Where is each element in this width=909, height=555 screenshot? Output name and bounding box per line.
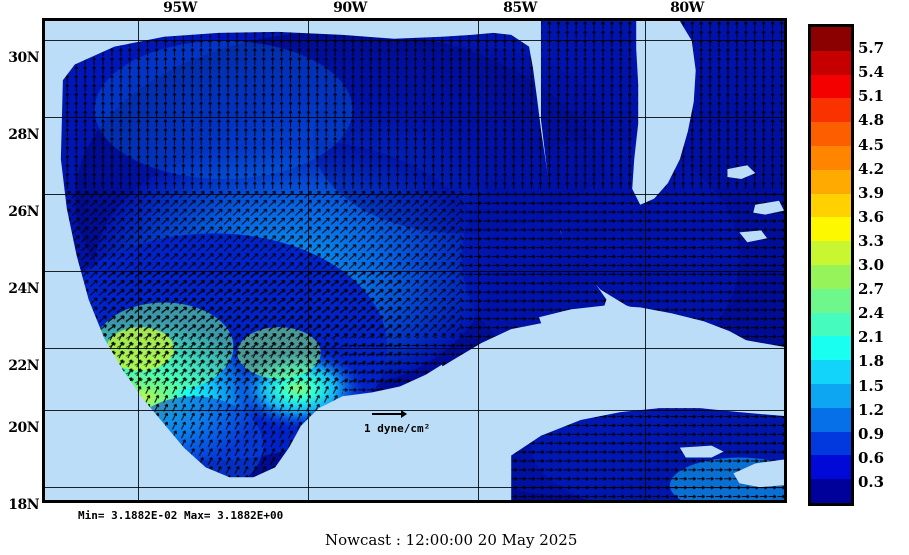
colorbar-tick-3-3: 3.3 (858, 231, 885, 250)
colorbar-band-2 (811, 74, 851, 99)
colorbar-tick-0-6: 0.6 (858, 448, 885, 467)
colorbar-band-16 (811, 407, 851, 432)
colorbar-band-3 (811, 98, 851, 123)
lat-tick-20n: 20N (8, 420, 39, 436)
lat-tick-28n: 28N (8, 127, 39, 143)
colorbar-band-7 (811, 193, 851, 218)
colorbar-tick-labels: 5.7 5.4 5.1 4.8 4.5 4.2 3.9 3.6 3.3 3.0 2.7 2.4 2.1 1… (858, 24, 909, 506)
gridline-lat-18 (45, 487, 784, 488)
colorbar-tick-4-5: 4.5 (858, 135, 885, 154)
colorbar-tick-1-8: 1.8 (858, 352, 885, 371)
nowcast-timestamp: Nowcast : 12:00:00 20 May 2025 (325, 531, 578, 549)
longitude-axis: 95W 90W 85W 80W (0, 0, 909, 18)
lon-tick-85w: 85W (503, 0, 537, 16)
colorbar-band-1 (811, 50, 851, 75)
colorbar-band-6 (811, 169, 851, 194)
lat-tick-24n: 24N (8, 281, 39, 297)
map-plot-area[interactable]: 1 dyne/cm² (42, 18, 787, 503)
colorbar-tick-2-1: 2.1 (858, 328, 885, 347)
colorbar-tick-0-9: 0.9 (858, 424, 885, 443)
lon-tick-90w: 90W (333, 0, 367, 16)
gridline-lat-26 (45, 194, 784, 195)
colorbar-tick-3-0: 3.0 (858, 256, 885, 274)
vector-scale-legend: 1 dyne/cm² (364, 407, 444, 445)
colorbar-tick-1-2: 1.2 (858, 400, 885, 419)
lat-tick-26n: 26N (8, 204, 39, 220)
gridline-lat-22 (45, 348, 784, 349)
colorbar-band-11 (811, 288, 851, 313)
gridline-lat-24 (45, 271, 784, 272)
gridline-lon-95 (138, 21, 139, 500)
colorbar-tick-4-2: 4.2 (858, 159, 885, 178)
lat-tick-22n: 22N (8, 358, 39, 374)
colorbar[interactable] (808, 24, 854, 506)
vector-scale-label: 1 dyne/cm² (364, 422, 431, 435)
colorbar-band-18 (811, 455, 851, 480)
colorbar-band-14 (811, 360, 851, 384)
colorbar-band-15 (811, 383, 851, 408)
gridline-lat-30 (45, 40, 784, 41)
lon-tick-95w: 95W (163, 0, 197, 16)
colorbar-band-5 (811, 145, 851, 170)
gridline-lat-28 (45, 117, 784, 118)
colorbar-band-17 (811, 431, 851, 456)
colorbar-gradient (811, 27, 851, 503)
colorbar-tick-3-6: 3.6 (858, 207, 885, 226)
colorbar-tick-5-7: 5.7 (858, 39, 885, 58)
colorbar-band-10 (811, 264, 851, 289)
colorbar-band-19 (811, 479, 851, 503)
min-max-readout: Min= 3.1882E-02 Max= 3.1882E+00 (78, 509, 284, 522)
gridline-lon-90 (308, 21, 309, 500)
colorbar-band-4 (811, 122, 851, 146)
colorbar-tick-2-7: 2.7 (858, 280, 885, 299)
colorbar-tick-3-9: 3.9 (858, 183, 885, 202)
lon-tick-80w: 80W (670, 0, 704, 16)
colorbar-tick-5-4: 5.4 (858, 63, 885, 82)
latitude-axis: 30N 28N 26N 24N 22N 20N 18N (0, 0, 42, 555)
colorbar-band-0 (811, 27, 851, 51)
reference-arrow-icon (372, 410, 407, 418)
lat-tick-30n: 30N (8, 50, 39, 66)
gridline-lon-85 (478, 21, 479, 500)
colorbar-band-13 (811, 336, 851, 361)
colorbar-tick-0-3: 0.3 (858, 472, 885, 491)
lat-tick-18n: 18N (8, 497, 39, 513)
colorbar-band-12 (811, 312, 851, 337)
gridline-lat-20 (45, 410, 784, 411)
colorbar-tick-5-1: 5.1 (858, 87, 885, 106)
colorbar-tick-1-5: 1.5 (858, 376, 885, 395)
colorbar-band-9 (811, 241, 851, 265)
gridline-lon-80 (645, 21, 646, 500)
colorbar-band-8 (811, 217, 851, 242)
wind-stress-field (45, 21, 784, 500)
colorbar-tick-2-4: 2.4 (858, 304, 885, 323)
colorbar-tick-4-8: 4.8 (858, 111, 885, 130)
